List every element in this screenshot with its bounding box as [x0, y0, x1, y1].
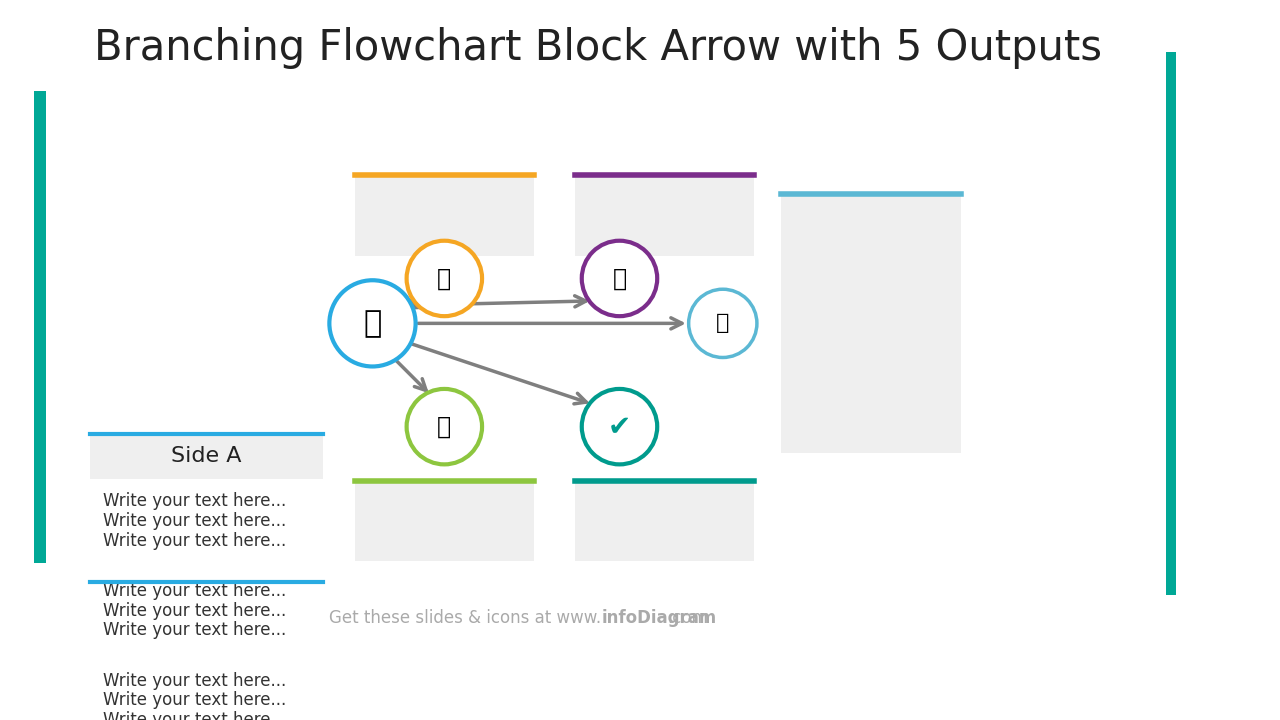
- Text: Output 2:: Output 2:: [365, 491, 471, 510]
- Bar: [355, 175, 534, 256]
- Text: Side A: Side A: [172, 446, 242, 466]
- Text: 🏛: 🏛: [612, 266, 626, 290]
- Text: 📊: 📊: [716, 313, 730, 333]
- Text: Write your text here...: Write your text here...: [102, 582, 287, 600]
- Text: your text here.: your text here.: [365, 522, 499, 540]
- Bar: [355, 480, 534, 562]
- Text: here. Sample text.: here. Sample text.: [792, 320, 946, 338]
- Text: Write your text: Write your text: [792, 239, 916, 257]
- Text: 👥: 👥: [438, 415, 452, 438]
- Text: 📋: 📋: [438, 266, 452, 290]
- Text: Write your text here...: Write your text here...: [102, 621, 287, 639]
- Text: ✔: ✔: [608, 413, 631, 441]
- Bar: [575, 480, 754, 562]
- Circle shape: [329, 280, 416, 366]
- Text: Write your text here...: Write your text here...: [102, 531, 287, 549]
- Text: Write: Write: [654, 491, 708, 509]
- Text: Write: Write: [434, 186, 488, 204]
- Text: Write your text here...: Write your text here...: [102, 602, 287, 620]
- Bar: [781, 194, 961, 453]
- Text: Write: Write: [434, 491, 488, 509]
- Text: infoDiagram: infoDiagram: [602, 609, 717, 627]
- Text: .com: .com: [667, 609, 708, 627]
- Text: Write your text here...: Write your text here...: [102, 711, 287, 720]
- Text: your text here.: your text here.: [365, 217, 499, 235]
- Text: Output 5:: Output 5:: [792, 204, 897, 224]
- Circle shape: [582, 240, 657, 316]
- Text: Output 1:: Output 1:: [365, 186, 471, 205]
- Bar: [575, 175, 754, 256]
- Text: Output 4:: Output 4:: [585, 491, 690, 510]
- Circle shape: [689, 289, 756, 358]
- Circle shape: [582, 389, 657, 464]
- Circle shape: [407, 240, 483, 316]
- Text: Write: Write: [654, 186, 708, 204]
- Text: 🤝: 🤝: [364, 309, 381, 338]
- Text: Write your text here...: Write your text here...: [102, 492, 287, 510]
- Text: your text here.: your text here.: [585, 217, 719, 235]
- Text: Write your text here...: Write your text here...: [102, 691, 287, 709]
- Text: here. Sample text.: here. Sample text.: [792, 266, 946, 284]
- Text: Output 3:: Output 3:: [585, 186, 690, 205]
- Bar: [1166, 52, 1176, 595]
- Text: Write your text here...: Write your text here...: [102, 512, 287, 530]
- Bar: [90, 433, 323, 479]
- Text: your text here.: your text here.: [585, 522, 719, 540]
- Circle shape: [407, 389, 483, 464]
- Text: Write your text: Write your text: [792, 293, 916, 311]
- Text: Branching Flowchart Block Arrow with 5 Outputs: Branching Flowchart Block Arrow with 5 O…: [93, 27, 1102, 69]
- Text: Write your text here...: Write your text here...: [102, 672, 287, 690]
- Bar: [33, 91, 46, 562]
- Text: Get these slides & icons at www.: Get these slides & icons at www.: [329, 609, 602, 627]
